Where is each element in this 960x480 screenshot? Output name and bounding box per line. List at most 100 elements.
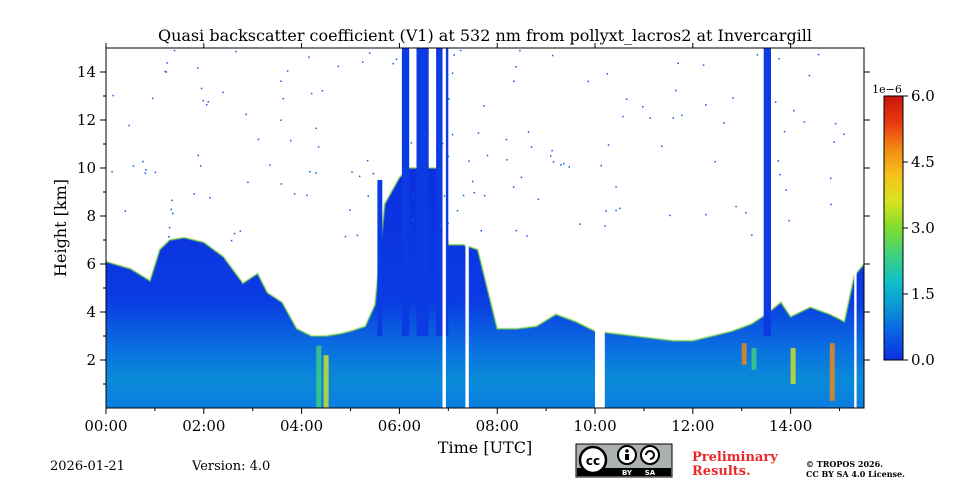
colorbar-tick-label: 6.0 — [911, 87, 935, 105]
noise-pixel — [513, 80, 515, 82]
noise-pixel — [723, 122, 725, 124]
colorbar-tick-label: 0.0 — [911, 351, 935, 369]
noise-pixel — [714, 160, 716, 163]
x-tick-label: 08:00 — [476, 417, 519, 435]
noise-pixel — [202, 100, 204, 102]
cloud-column — [436, 48, 449, 336]
y-tick-label: 6 — [86, 255, 96, 273]
x-tick-label: 00:00 — [84, 417, 127, 435]
noise-pixel — [477, 132, 480, 134]
noise-pixel — [166, 62, 168, 64]
colorbar-ticks: 0.0 1.5 3.0 4.5 6.0 — [903, 87, 935, 369]
noise-pixel — [462, 194, 465, 197]
noise-pixel — [315, 127, 317, 130]
noise-pixel — [124, 210, 126, 212]
noise-pixel — [681, 114, 683, 117]
noise-pixel — [280, 80, 282, 82]
noise-pixel — [785, 189, 787, 191]
noise-pixel — [209, 197, 211, 199]
noise-pixel — [834, 123, 837, 125]
noise-pixel — [705, 213, 707, 216]
noise-pixel — [165, 71, 167, 73]
noise-pixel — [308, 56, 310, 58]
sa-icon — [640, 445, 660, 465]
noise-pixel — [830, 203, 832, 206]
noise-pixel — [447, 155, 450, 158]
noise-pixel — [142, 160, 144, 163]
strong-backscatter-column — [323, 355, 329, 408]
noise-pixel — [392, 62, 394, 65]
noise-pixel — [206, 103, 208, 106]
noise-pixel — [451, 133, 454, 136]
noise-pixel — [625, 98, 628, 100]
noise-pixel — [440, 223, 442, 225]
strong-backscatter-column — [829, 343, 835, 401]
noise-pixel — [468, 160, 470, 162]
strong-backscatter-column — [316, 345, 322, 408]
noise-pixel — [395, 58, 398, 60]
noise-pixel — [317, 146, 320, 148]
noise-pixel — [677, 62, 679, 64]
noise-pixel — [550, 155, 552, 157]
noise-pixel — [111, 170, 113, 173]
x-tick-label: 10:00 — [573, 417, 616, 435]
y-tick-label: 10 — [77, 159, 96, 177]
data-gap — [854, 48, 857, 408]
noise-pixel — [358, 175, 361, 178]
noise-pixel — [515, 66, 517, 68]
x-tick-label: 14:00 — [769, 417, 812, 435]
noise-pixel — [552, 161, 555, 163]
noise-pixel — [447, 74, 449, 76]
copyright-line2: CC BY SA 4.0 License. — [806, 469, 905, 479]
noise-pixel — [756, 54, 759, 56]
noise-pixel — [337, 65, 339, 68]
noise-pixel — [519, 49, 521, 52]
noise-pixel — [803, 121, 806, 123]
noise-pixel — [412, 197, 415, 199]
noise-pixel — [372, 172, 375, 175]
noise-pixel — [439, 167, 441, 170]
cc-by-label: BY — [622, 469, 633, 477]
preliminary-label-line1: Preliminary — [692, 450, 778, 465]
noise-pixel — [145, 169, 147, 171]
y-tick-label: 8 — [86, 207, 96, 225]
cc-license-badge[interactable]: cc BY SA — [575, 443, 673, 478]
y-tick-label: 4 — [86, 303, 96, 321]
noise-pixel — [817, 53, 820, 56]
noise-pixel — [551, 149, 553, 152]
noise-pixel — [606, 73, 608, 75]
noise-pixel — [401, 233, 404, 236]
noise-pixel — [411, 219, 414, 221]
noise-pixel — [290, 139, 292, 142]
strong-backscatter-column — [741, 343, 747, 365]
noise-pixel — [144, 172, 147, 174]
noise-pixel — [410, 142, 413, 144]
noise-pixel — [472, 180, 474, 183]
noise-pixel — [222, 91, 224, 94]
noise-pixel — [235, 50, 237, 53]
noise-pixel — [526, 235, 528, 237]
y-axis-label: Height [km] — [51, 179, 70, 277]
noise-pixel — [321, 90, 324, 92]
noise-pixel — [783, 130, 786, 133]
backscatter-field — [106, 48, 864, 408]
noise-pixel — [197, 67, 199, 69]
noise-pixel — [173, 49, 176, 52]
noise-pixel — [356, 234, 359, 237]
noise-pixel — [309, 171, 311, 173]
noise-pixel — [778, 58, 780, 60]
y-tick-label: 12 — [77, 111, 96, 129]
noise-pixel — [672, 117, 674, 119]
x-tick-label: 04:00 — [280, 417, 323, 435]
colorbar-tick-label: 1.5 — [911, 285, 935, 303]
noise-pixel — [447, 222, 449, 225]
noise-pixel — [779, 173, 781, 176]
x-tick-label: 06:00 — [378, 417, 421, 435]
plot-frame — [105, 47, 865, 409]
x-axis: 00:00 02:00 04:00 06:00 08:00 10:00 12:00 14:00 — [84, 43, 841, 435]
noise-pixel — [112, 94, 114, 97]
noise-pixel — [473, 191, 475, 194]
noise-pixel — [551, 54, 554, 57]
noise-pixel — [480, 230, 482, 232]
colorbar-tick-label: 4.5 — [911, 153, 935, 171]
